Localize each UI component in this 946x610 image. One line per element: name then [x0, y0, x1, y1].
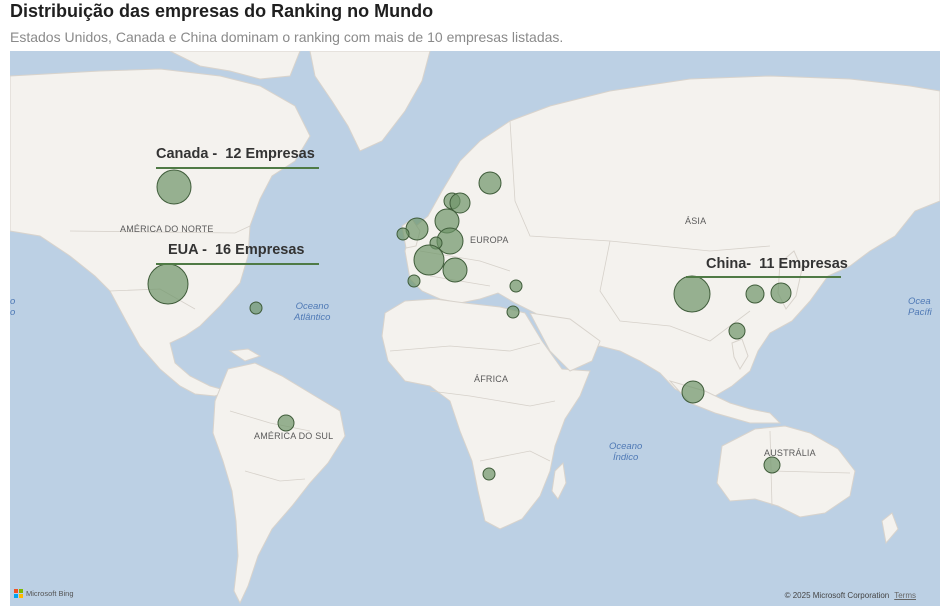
- bubble-finland[interactable]: [478, 171, 502, 195]
- bubble-spain[interactable]: [407, 274, 421, 288]
- region-label-south-america: AMÉRICA DO SUL: [254, 431, 334, 441]
- callout-china: China- 11 Empresas: [706, 256, 848, 272]
- bubble-uk[interactable]: [405, 217, 429, 241]
- ocean-indian-line2: Índico: [612, 452, 639, 463]
- landmass-madagascar: [551, 461, 567, 500]
- border-australia-2: [771, 470, 851, 474]
- bing-attribution: Microsoft Bing: [14, 589, 74, 598]
- landmass-caribbean: [228, 348, 262, 362]
- callout-canada-underline: [156, 167, 319, 169]
- bubble-singapore[interactable]: [681, 380, 705, 404]
- ocean-indian-line1: Oceano: [609, 441, 643, 452]
- border-africa-north: [389, 342, 541, 352]
- region-label-north-america: AMÉRICA DO NORTE: [120, 224, 214, 234]
- landmass-arabia: [529, 312, 601, 372]
- bubble-israel[interactable]: [506, 305, 520, 319]
- border-russia: [509, 120, 771, 252]
- bubble-south-korea[interactable]: [745, 284, 765, 304]
- border-africa-mid: [429, 390, 556, 407]
- landmass-africa: [381, 298, 591, 530]
- bubble-sweden[interactable]: [449, 192, 471, 214]
- border-south-america-2: [244, 470, 306, 482]
- bubble-china[interactable]: [673, 275, 711, 313]
- bubble-canada[interactable]: [156, 169, 192, 205]
- border-usa-canada: [69, 225, 251, 234]
- landmass-south-america: [212, 362, 346, 605]
- bing-label: Microsoft Bing: [26, 589, 74, 598]
- bubble-japan[interactable]: [770, 282, 792, 304]
- world-map[interactable]: AMÉRICA DO NORTE AMÉRICA DO SUL EUROPA Á…: [10, 51, 940, 606]
- ocean-label-indian: Oceano Índico: [609, 441, 642, 463]
- bubble-italy[interactable]: [442, 257, 468, 283]
- region-label-europe: EUROPA: [470, 235, 509, 245]
- page-subtitle: Estados Unidos, Canada e China dominam o…: [10, 29, 564, 45]
- ocean-label-pacific-right: Ocea Pacífi: [908, 296, 932, 318]
- bubble-usa[interactable]: [147, 263, 189, 305]
- bubble-south-africa[interactable]: [482, 467, 496, 481]
- bubble-bermuda[interactable]: [249, 301, 263, 315]
- bubble-australia[interactable]: [763, 456, 781, 474]
- ocean-label-atlantic: Oceano Atlântico: [294, 301, 330, 323]
- ocean-pacific-right-line2: Pacífi: [908, 307, 932, 318]
- border-africa-south: [479, 450, 551, 462]
- landmass-eurasia: [404, 75, 940, 400]
- page-title: Distribuição das empresas do Ranking no …: [10, 1, 434, 21]
- landmass-philippines: [731, 338, 749, 371]
- microsoft-logo-icon: [14, 589, 23, 598]
- border-china: [599, 240, 751, 342]
- bubble-taiwan[interactable]: [728, 322, 746, 340]
- landmass-north-america: [10, 68, 311, 397]
- landmass-greenland: [309, 51, 431, 152]
- region-label-australia: AUSTRÁLIA: [764, 448, 816, 458]
- region-label-asia: ÁSIA: [685, 216, 707, 226]
- bubble-layer: [147, 169, 792, 481]
- map-canvas[interactable]: [10, 51, 940, 606]
- region-label-africa: ÁFRICA: [474, 374, 509, 384]
- terms-link[interactable]: Terms: [894, 591, 916, 600]
- ocean-label-pacific-left: o o: [10, 296, 15, 318]
- border-south-america: [229, 410, 311, 432]
- map-copyright: © 2025 Microsoft Corporation Terms: [785, 591, 916, 600]
- ocean-pacific-left-line2: o: [10, 307, 16, 318]
- landmass-arctic-islands: [169, 51, 301, 80]
- bubble-turkey[interactable]: [509, 279, 523, 293]
- landmass-new-zealand: [881, 512, 899, 545]
- callout-usa: EUA - 16 Empresas: [168, 242, 305, 258]
- ocean-pacific-left-line1: o: [10, 296, 16, 307]
- ocean-atlantic-line1: Oceano: [295, 301, 329, 312]
- ocean-pacific-right-line1: Ocea: [908, 296, 931, 307]
- bubble-ireland[interactable]: [396, 227, 410, 241]
- callout-canada: Canada - 12 Empresas: [156, 146, 315, 162]
- ocean-atlantic-line2: Atlântico: [294, 312, 331, 323]
- bubble-brazil[interactable]: [277, 414, 295, 432]
- callout-usa-underline: [156, 263, 319, 265]
- callout-china-underline: [686, 276, 841, 278]
- bubble-france[interactable]: [413, 244, 445, 276]
- copyright-text: © 2025 Microsoft Corporation: [784, 591, 890, 600]
